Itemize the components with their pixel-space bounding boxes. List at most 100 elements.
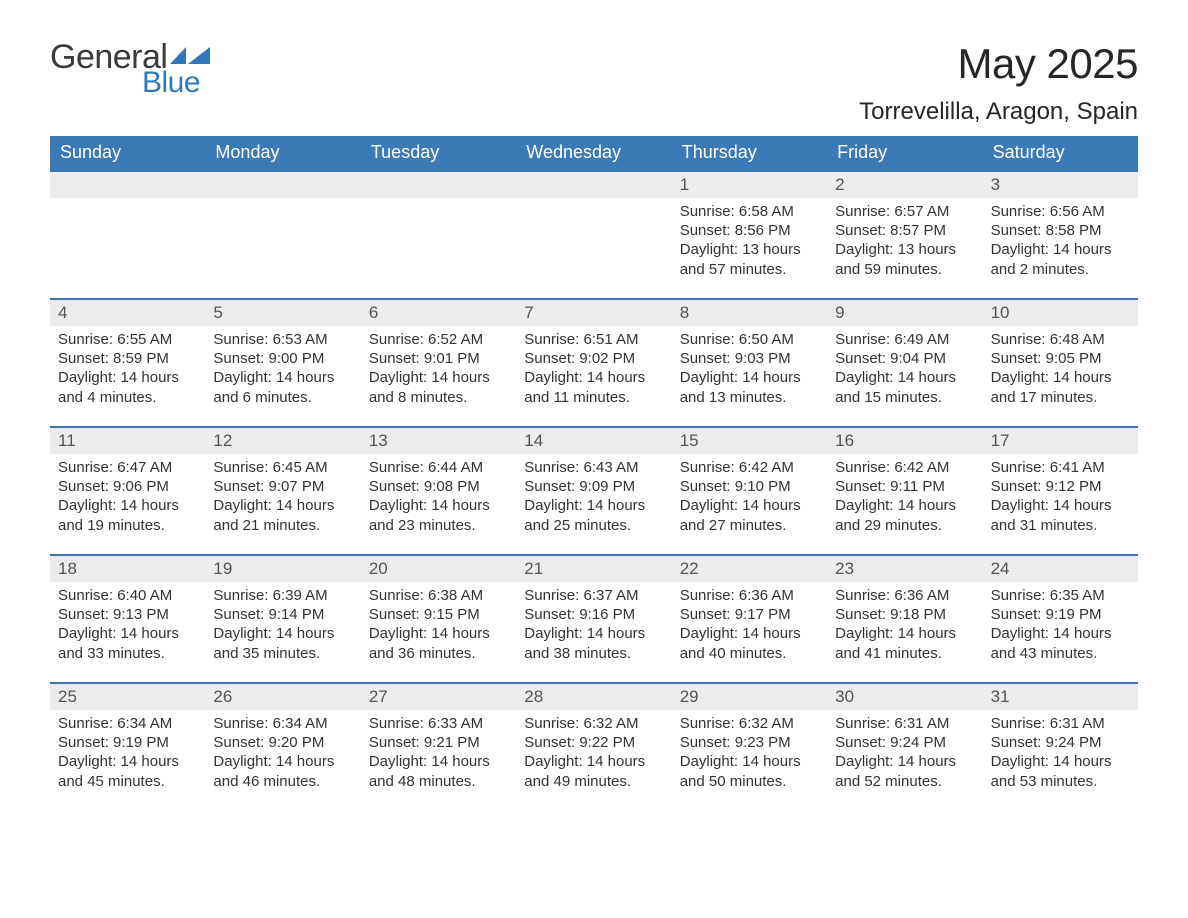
sunset-text: Sunset: 9:19 PM (58, 733, 197, 752)
day-number: 12 (205, 428, 360, 454)
week-row: 11121314151617Sunrise: 6:47 AMSunset: 9:… (50, 426, 1138, 554)
sunset-text: Sunset: 9:22 PM (524, 733, 663, 752)
day-cell: Sunrise: 6:53 AMSunset: 9:00 PMDaylight:… (205, 326, 360, 426)
daylight-text: Daylight: 14 hours and 4 minutes. (58, 368, 197, 406)
day-number: 26 (205, 684, 360, 710)
daylight-text: Daylight: 14 hours and 11 minutes. (524, 368, 663, 406)
sunset-text: Sunset: 9:01 PM (369, 349, 508, 368)
day-cell: Sunrise: 6:52 AMSunset: 9:01 PMDaylight:… (361, 326, 516, 426)
sunrise-text: Sunrise: 6:35 AM (991, 586, 1130, 605)
day-cell: Sunrise: 6:45 AMSunset: 9:07 PMDaylight:… (205, 454, 360, 554)
day-cell: Sunrise: 6:42 AMSunset: 9:10 PMDaylight:… (672, 454, 827, 554)
sunrise-text: Sunrise: 6:43 AM (524, 458, 663, 477)
sunrise-text: Sunrise: 6:32 AM (524, 714, 663, 733)
day-cell: Sunrise: 6:32 AMSunset: 9:23 PMDaylight:… (672, 710, 827, 810)
week-row: 18192021222324Sunrise: 6:40 AMSunset: 9:… (50, 554, 1138, 682)
daylight-text: Daylight: 14 hours and 49 minutes. (524, 752, 663, 790)
sunrise-text: Sunrise: 6:33 AM (369, 714, 508, 733)
sunrise-text: Sunrise: 6:45 AM (213, 458, 352, 477)
weekday-heading: Monday (205, 136, 360, 170)
day-number: 19 (205, 556, 360, 582)
day-cell: Sunrise: 6:41 AMSunset: 9:12 PMDaylight:… (983, 454, 1138, 554)
daylight-text: Daylight: 14 hours and 25 minutes. (524, 496, 663, 534)
location: Torrevelilla, Aragon, Spain (859, 98, 1138, 126)
sunset-text: Sunset: 9:18 PM (835, 605, 974, 624)
sunrise-text: Sunrise: 6:47 AM (58, 458, 197, 477)
sunrise-text: Sunrise: 6:49 AM (835, 330, 974, 349)
weeks-container: 123Sunrise: 6:58 AMSunset: 8:56 PMDaylig… (50, 170, 1138, 810)
sunset-text: Sunset: 9:21 PM (369, 733, 508, 752)
day-number: 30 (827, 684, 982, 710)
day-cell: Sunrise: 6:34 AMSunset: 9:19 PMDaylight:… (50, 710, 205, 810)
daylight-text: Daylight: 14 hours and 27 minutes. (680, 496, 819, 534)
day-number: 14 (516, 428, 671, 454)
daylight-text: Daylight: 14 hours and 29 minutes. (835, 496, 974, 534)
day-number: 17 (983, 428, 1138, 454)
sunrise-text: Sunrise: 6:53 AM (213, 330, 352, 349)
sunset-text: Sunset: 9:05 PM (991, 349, 1130, 368)
day-number: 6 (361, 300, 516, 326)
sunrise-text: Sunrise: 6:52 AM (369, 330, 508, 349)
sunrise-text: Sunrise: 6:50 AM (680, 330, 819, 349)
day-number: 9 (827, 300, 982, 326)
day-number: 27 (361, 684, 516, 710)
day-cell (50, 198, 205, 298)
sunset-text: Sunset: 9:14 PM (213, 605, 352, 624)
calendar: Sunday Monday Tuesday Wednesday Thursday… (50, 136, 1138, 810)
sunrise-text: Sunrise: 6:37 AM (524, 586, 663, 605)
week-row: 25262728293031Sunrise: 6:34 AMSunset: 9:… (50, 682, 1138, 810)
sunrise-text: Sunrise: 6:32 AM (680, 714, 819, 733)
week-row: 45678910Sunrise: 6:55 AMSunset: 8:59 PMD… (50, 298, 1138, 426)
weekday-heading: Thursday (672, 136, 827, 170)
daylight-text: Daylight: 14 hours and 45 minutes. (58, 752, 197, 790)
weekday-heading: Sunday (50, 136, 205, 170)
day-cell: Sunrise: 6:39 AMSunset: 9:14 PMDaylight:… (205, 582, 360, 682)
day-number: 24 (983, 556, 1138, 582)
daylight-text: Daylight: 14 hours and 46 minutes. (213, 752, 352, 790)
sunset-text: Sunset: 8:59 PM (58, 349, 197, 368)
title-block: May 2025 Torrevelilla, Aragon, Spain (859, 40, 1138, 126)
daylight-text: Daylight: 14 hours and 52 minutes. (835, 752, 974, 790)
daylight-text: Daylight: 14 hours and 8 minutes. (369, 368, 508, 406)
sunset-text: Sunset: 9:09 PM (524, 477, 663, 496)
day-number: 28 (516, 684, 671, 710)
page: General Blue May 2025 Torrevelilla, Arag… (0, 0, 1188, 918)
sunrise-text: Sunrise: 6:41 AM (991, 458, 1130, 477)
daylight-text: Daylight: 14 hours and 36 minutes. (369, 624, 508, 662)
day-number: 11 (50, 428, 205, 454)
day-cell: Sunrise: 6:44 AMSunset: 9:08 PMDaylight:… (361, 454, 516, 554)
sunset-text: Sunset: 9:20 PM (213, 733, 352, 752)
day-number: 4 (50, 300, 205, 326)
daylight-text: Daylight: 14 hours and 13 minutes. (680, 368, 819, 406)
daylight-text: Daylight: 14 hours and 33 minutes. (58, 624, 197, 662)
daylight-text: Daylight: 14 hours and 40 minutes. (680, 624, 819, 662)
day-cell: Sunrise: 6:31 AMSunset: 9:24 PMDaylight:… (983, 710, 1138, 810)
sunrise-text: Sunrise: 6:57 AM (835, 202, 974, 221)
day-cell: Sunrise: 6:32 AMSunset: 9:22 PMDaylight:… (516, 710, 671, 810)
day-number: 29 (672, 684, 827, 710)
day-number (516, 172, 671, 198)
sunrise-text: Sunrise: 6:51 AM (524, 330, 663, 349)
day-number: 5 (205, 300, 360, 326)
day-cell: Sunrise: 6:47 AMSunset: 9:06 PMDaylight:… (50, 454, 205, 554)
sunset-text: Sunset: 9:12 PM (991, 477, 1130, 496)
sunset-text: Sunset: 9:13 PM (58, 605, 197, 624)
day-cell (205, 198, 360, 298)
sunrise-text: Sunrise: 6:42 AM (835, 458, 974, 477)
day-cell: Sunrise: 6:57 AMSunset: 8:57 PMDaylight:… (827, 198, 982, 298)
day-number: 1 (672, 172, 827, 198)
daylight-text: Daylight: 14 hours and 17 minutes. (991, 368, 1130, 406)
daylight-text: Daylight: 14 hours and 31 minutes. (991, 496, 1130, 534)
day-cell: Sunrise: 6:48 AMSunset: 9:05 PMDaylight:… (983, 326, 1138, 426)
day-cell: Sunrise: 6:43 AMSunset: 9:09 PMDaylight:… (516, 454, 671, 554)
daylight-text: Daylight: 14 hours and 23 minutes. (369, 496, 508, 534)
daylight-text: Daylight: 14 hours and 38 minutes. (524, 624, 663, 662)
daylight-text: Daylight: 14 hours and 50 minutes. (680, 752, 819, 790)
daylight-text: Daylight: 14 hours and 6 minutes. (213, 368, 352, 406)
daylight-text: Daylight: 14 hours and 35 minutes. (213, 624, 352, 662)
day-number: 10 (983, 300, 1138, 326)
sunset-text: Sunset: 9:02 PM (524, 349, 663, 368)
daylight-text: Daylight: 14 hours and 19 minutes. (58, 496, 197, 534)
sunrise-text: Sunrise: 6:31 AM (835, 714, 974, 733)
weekday-heading: Saturday (983, 136, 1138, 170)
